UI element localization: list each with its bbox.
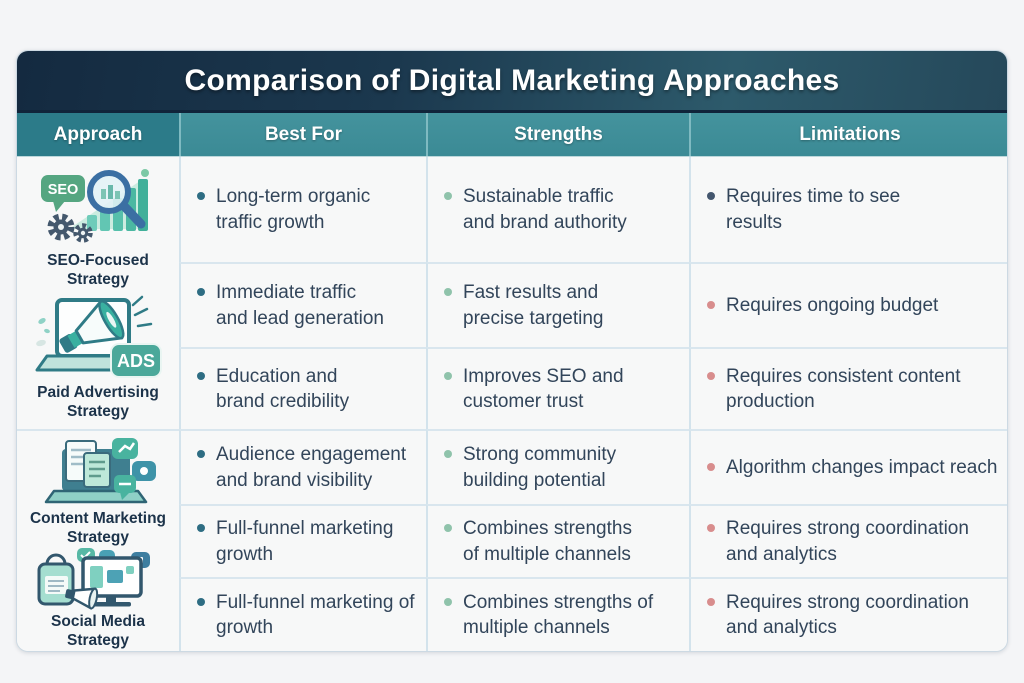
gears-icon	[47, 213, 93, 243]
table-body: SEO SEO-Focused Str	[17, 157, 1007, 651]
best-for-text: Immediate traffic and lead generation	[216, 282, 384, 329]
bullet-icon	[444, 597, 452, 606]
best-for-text: Full-funnel marketing of growth	[216, 591, 415, 638]
approach-label-paid-ads: Paid Advertising Strategy	[37, 383, 159, 420]
approach-cell-top: SEO SEO-Focused Str	[17, 157, 179, 429]
megaphone-shape	[59, 299, 125, 353]
strengths-text: Improves SEO and customer trust	[463, 365, 624, 412]
strengths-text: Fast results and precise targeting	[463, 282, 604, 329]
approach-cell-bottom: Content Marketing Strategy	[17, 429, 179, 651]
bullet-icon	[197, 524, 205, 533]
column-header-approach: Approach	[17, 113, 179, 156]
cell-limitations-row4: Algorithm changes impact reach	[689, 429, 1007, 504]
strengths-text: Combines strengths of multiple channels	[463, 591, 654, 638]
limitations-text: Algorithm changes impact reach	[726, 456, 998, 478]
approach-label-seo: SEO-Focused Strategy	[47, 251, 149, 288]
cell-strengths-row2: Fast results and precise targeting	[426, 262, 689, 347]
cell-best-for-row6: Full-funnel marketing of growth	[179, 577, 426, 651]
best-for-text: Long-term organic traffic growth	[216, 186, 371, 233]
monitor-shape	[81, 556, 143, 607]
content-marketing-icon	[38, 437, 158, 507]
sound-lines	[131, 295, 153, 327]
limitations-text: Requires ongoing budget	[726, 294, 939, 316]
bullet-icon	[444, 371, 452, 380]
cell-strengths-row3: Improves SEO and customer trust	[426, 347, 689, 429]
cell-strengths-row5: Combines strengths of multiple channels	[426, 504, 689, 577]
approach-label-content: Content Marketing Strategy	[29, 510, 167, 547]
cell-limitations-row1: Requires time to see results	[689, 157, 1007, 262]
best-for-text: Full-funnel marketing growth	[216, 518, 394, 565]
megaphone-shape	[65, 587, 99, 610]
svg-text:SEO: SEO	[48, 182, 79, 198]
page-title: Comparison of Digital Marketing Approach…	[184, 63, 840, 97]
limitations-text: Requires strong coordination and analyti…	[726, 591, 969, 638]
bullet-icon	[197, 450, 205, 459]
cell-limitations-row3: Requires consistent content production	[689, 347, 1007, 429]
social-media-icon	[33, 547, 163, 610]
bullet-icon	[197, 288, 205, 297]
bullet-icon	[707, 524, 715, 533]
bullet-icon	[444, 288, 452, 297]
bag-shape	[37, 553, 75, 606]
bullet-icon	[707, 597, 715, 606]
paid-advertising-icon: ADS	[33, 295, 163, 381]
approach-seo-focused: SEO SEO-Focused Str	[21, 163, 175, 293]
ads-badge: ADS	[110, 342, 162, 378]
svg-text:ADS: ADS	[117, 351, 155, 371]
cell-best-for-row2: Immediate traffic and lead generation	[179, 262, 426, 347]
limitations-text: Requires consistent content production	[726, 365, 961, 412]
strengths-text: Combines strengths of multiple channels	[463, 518, 632, 565]
cell-best-for-row5: Full-funnel marketing growth	[179, 504, 426, 577]
bullet-icon	[707, 462, 715, 471]
comparison-table: Comparison of Digital Marketing Approach…	[16, 50, 1008, 652]
bullet-icon	[707, 371, 715, 380]
strengths-text: Strong community building potential	[463, 444, 617, 491]
column-header-best-for: Best For	[179, 113, 426, 156]
strengths-text: Sustainable traffic and brand authority	[463, 186, 627, 233]
cell-strengths-row6: Combines strengths of multiple channels	[426, 577, 689, 651]
cell-best-for-row3: Education and brand credibility	[179, 347, 426, 429]
bullet-icon	[444, 450, 452, 459]
seo-strategy-icon: SEO	[35, 167, 161, 249]
title-bar: Comparison of Digital Marketing Approach…	[17, 51, 1007, 113]
bullet-icon	[197, 192, 205, 201]
limitations-text: Requires strong coordination and analyti…	[726, 518, 969, 565]
magnifier-icon	[87, 168, 149, 229]
bullet-icon	[707, 192, 715, 201]
cell-strengths-row1: Sustainable traffic and brand authority	[426, 157, 689, 262]
column-header-row: Approach Best For Strengths Limitations	[17, 113, 1007, 157]
splash-dots	[36, 317, 50, 346]
cell-limitations-row5: Requires strong coordination and analyti…	[689, 504, 1007, 577]
approach-paid-advertising: ADS Paid Advertising Strategy	[21, 293, 175, 423]
column-header-limitations: Limitations	[689, 113, 1007, 156]
cell-limitations-row2: Requires ongoing budget	[689, 262, 1007, 347]
cell-best-for-row4: Audience engagement and brand visibility	[179, 429, 426, 504]
approach-content-marketing: Content Marketing Strategy	[21, 437, 175, 548]
chat-bubbles	[112, 438, 156, 500]
bullet-icon	[444, 192, 452, 201]
column-header-strengths: Strengths	[426, 113, 689, 156]
cell-best-for-row1: Long-term organic traffic growth	[179, 157, 426, 262]
best-for-text: Education and brand credibility	[216, 365, 350, 412]
document-pages	[65, 440, 111, 488]
approach-social-media: Social Media Strategy	[21, 547, 175, 651]
best-for-text: Audience engagement and brand visibility	[216, 444, 407, 491]
bullet-icon	[197, 597, 205, 606]
cell-limitations-row6: Requires strong coordination and analyti…	[689, 577, 1007, 651]
approach-label-social: Social Media Strategy	[51, 612, 145, 650]
bullet-icon	[707, 300, 715, 309]
seo-speech-bubble: SEO	[41, 174, 85, 212]
limitations-text: Requires time to see results	[726, 186, 901, 233]
bullet-icon	[444, 524, 452, 533]
bullet-icon	[197, 371, 205, 380]
cell-strengths-row4: Strong community building potential	[426, 429, 689, 504]
